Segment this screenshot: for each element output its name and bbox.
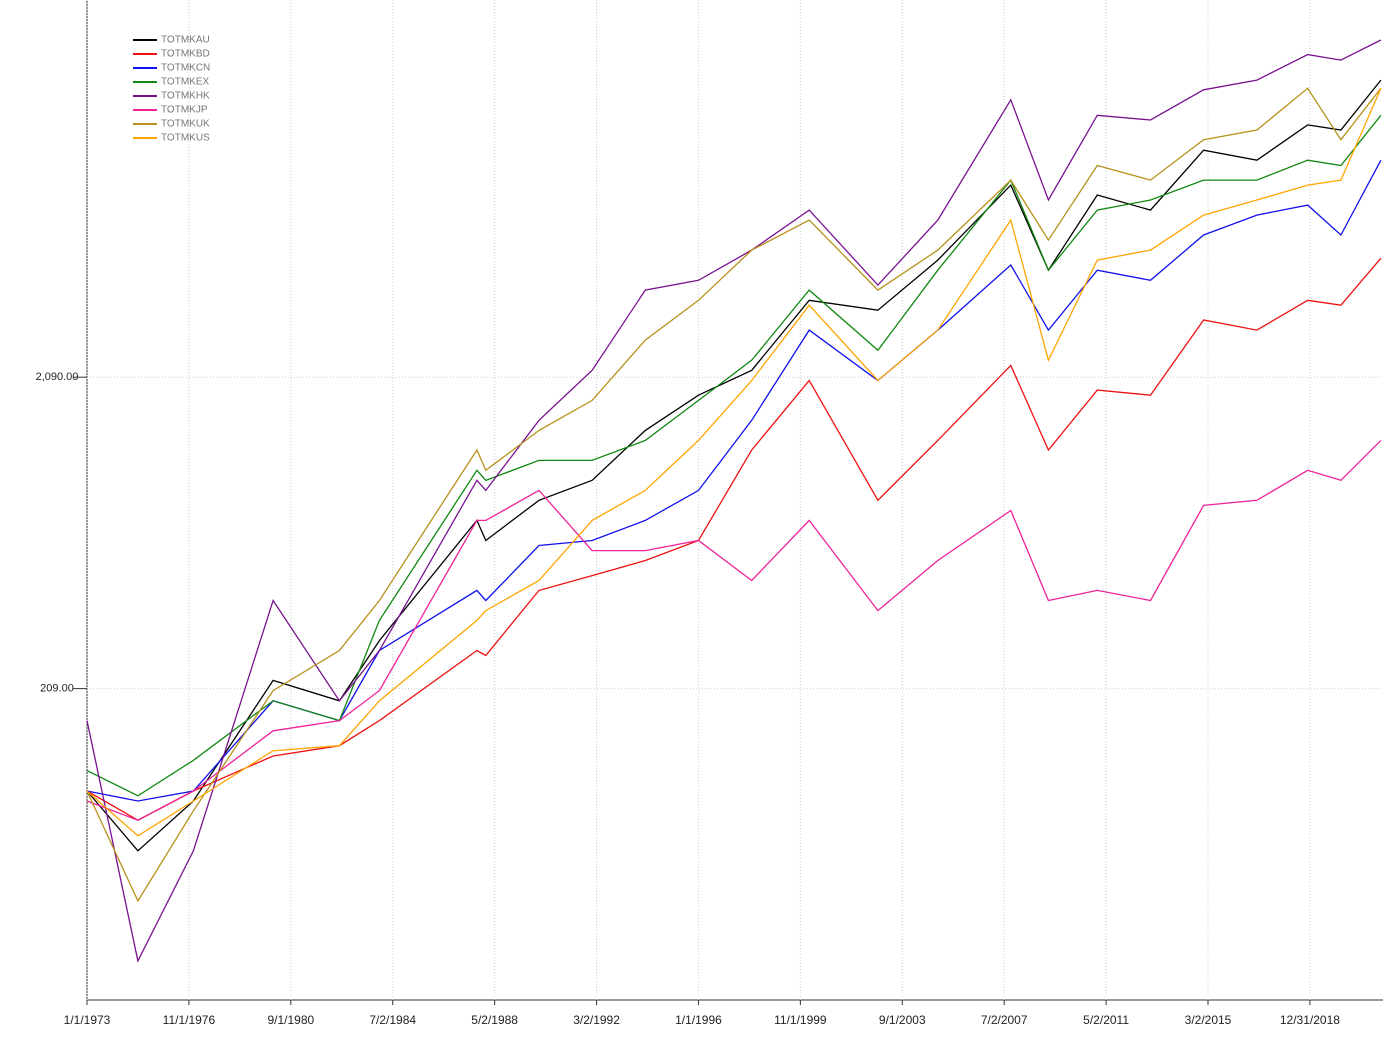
series-line bbox=[86, 257, 1382, 821]
series-line bbox=[86, 439, 1382, 821]
y-tick-label: 209.00 bbox=[40, 683, 74, 695]
x-tick-label: 11/1/1999 bbox=[774, 1013, 827, 1027]
legend-label: TOTMKUS bbox=[161, 133, 210, 144]
x-tick-label: 5/2/2011 bbox=[1083, 1013, 1129, 1027]
legend-label: TOTMKBD bbox=[161, 49, 210, 60]
series-line bbox=[86, 114, 1382, 797]
x-tick-label: 3/2/2015 bbox=[1185, 1013, 1232, 1027]
x-tick-label: 7/2/2007 bbox=[981, 1013, 1028, 1027]
legend-label: TOTMKEX bbox=[161, 77, 209, 88]
x-tick-label: 1/1/1973 bbox=[64, 1013, 111, 1027]
x-tick-label: 12/31/2018 bbox=[1280, 1013, 1340, 1027]
legend-label: TOTMKUK bbox=[161, 119, 210, 130]
x-tick-label: 9/1/1980 bbox=[267, 1013, 314, 1027]
x-tick-label: 11/1/1976 bbox=[163, 1013, 216, 1027]
x-tick-label: 3/2/1992 bbox=[573, 1013, 620, 1027]
legend-label: TOTMKHK bbox=[161, 91, 210, 102]
legend-label: TOTMKCN bbox=[161, 63, 210, 74]
series-line bbox=[86, 39, 1382, 963]
x-tick-label: 5/2/1988 bbox=[471, 1013, 518, 1027]
legend-label: TOTMKAU bbox=[161, 35, 210, 46]
x-tick-label: 1/1/1996 bbox=[675, 1013, 722, 1027]
series-line bbox=[86, 88, 1382, 837]
x-tick-label: 7/2/1984 bbox=[369, 1013, 416, 1027]
x-tick-label: 9/1/2003 bbox=[879, 1013, 926, 1027]
y-tick-label: 2,090.00 bbox=[36, 371, 79, 383]
series-line bbox=[86, 87, 1382, 903]
legend-label: TOTMKJP bbox=[161, 105, 208, 116]
series-line bbox=[86, 79, 1382, 852]
